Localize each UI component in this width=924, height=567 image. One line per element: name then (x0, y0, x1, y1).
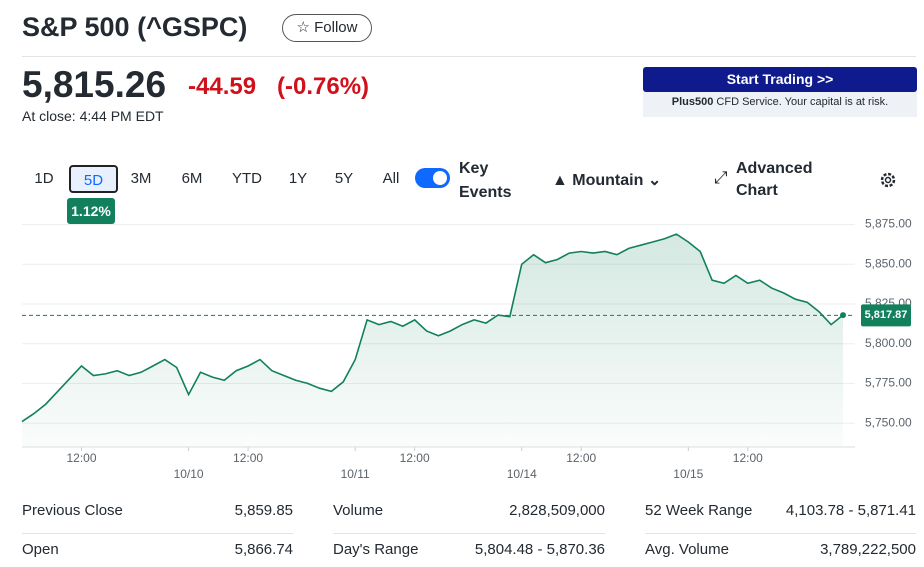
stat-label: Day's Range (333, 541, 419, 558)
row-separator (333, 533, 605, 534)
range-button[interactable]: 5Y (334, 170, 354, 187)
change-percent: (-0.76%) (277, 73, 370, 100)
range-button[interactable]: 1Y (288, 170, 308, 187)
stat-value: 3,789,222,500 (820, 541, 916, 558)
price: 5,815.26 (22, 64, 167, 105)
key-events-label[interactable]: Key Events (459, 160, 512, 201)
range-badge: 1.12% (67, 198, 115, 224)
ad-button[interactable]: Start Trading >> (643, 67, 917, 92)
follow-button[interactable]: ☆ Follow (282, 14, 372, 42)
x-tick-label: 10/11 (341, 467, 370, 481)
last-price-box (861, 304, 911, 327)
stat-value: 5,804.48 - 5,870.36 (474, 541, 605, 558)
close-note: At close: 4:44 PM EDT (22, 108, 164, 124)
x-tick-label: 10/15 (673, 467, 703, 481)
y-tick-label: 5,875.00 (865, 217, 912, 231)
line (21, 233, 844, 423)
follow-label[interactable]: Follow (314, 19, 358, 36)
stat-value: 4,103.78 - 5,871.41 (785, 502, 916, 519)
x-tick-label: 10/14 (507, 467, 537, 481)
last-price-label: 5,817.87 (865, 309, 908, 321)
x-tick-label: 12:00 (233, 451, 263, 465)
stat-label: Open (22, 541, 59, 558)
stat-value: 2,828,509,000 (509, 502, 605, 519)
x-tick-label: 12:00 (66, 451, 96, 465)
range-button[interactable]: 1D (34, 170, 54, 187)
area (22, 234, 843, 447)
advanced-chart[interactable]: Advanced Chart (736, 160, 813, 199)
title: S&P 500 (^GSPC) (22, 12, 248, 42)
chart-type[interactable]: ▲ Mountain ⌄ (552, 172, 662, 189)
ad-text: CFD Service. Your capital is at risk. (716, 96, 889, 108)
stat-label: Previous Close (22, 502, 123, 519)
stat-value: 5,859.85 (234, 502, 293, 519)
row-separator (22, 533, 293, 534)
x-tick-label: 12:00 (566, 451, 596, 465)
x-tick-label: 12:00 (400, 451, 430, 465)
divider (22, 56, 916, 57)
stat-value: 5,866.74 (234, 541, 293, 558)
expand-icon[interactable]: ⤢ (714, 168, 728, 187)
stat-label: Avg. Volume (645, 541, 729, 558)
x-tick-label: 12:00 (733, 451, 763, 465)
x-tick-label: 10/10 (174, 467, 204, 481)
ad: Start Trading >> Plus500 CFD Service. Yo… (643, 67, 917, 117)
stat-label: Volume (333, 502, 384, 519)
y-tick-label: 5,850.00 (865, 256, 912, 270)
range-button[interactable]: YTD (232, 170, 262, 187)
range-button[interactable]: All (382, 170, 400, 187)
range-button[interactable]: 3M (130, 170, 152, 187)
toggle-knob (433, 171, 447, 185)
ad-brand: Plus500 (671, 96, 714, 108)
chart-type-label[interactable]: Mountain (572, 172, 644, 189)
stat-label: 52 Week Range (645, 502, 753, 519)
range-button[interactable]: 6M (181, 170, 203, 187)
y-tick-label: 5,775.00 (865, 376, 912, 390)
y-tick-label: 5,750.00 (865, 415, 912, 429)
last-point (840, 312, 846, 319)
y-tick-label: 5,800.00 (865, 336, 912, 350)
key-events-toggle[interactable] (415, 168, 450, 188)
row-separator (645, 533, 916, 534)
change: -44.59 (188, 73, 257, 100)
settings-icon[interactable] (878, 170, 898, 190)
ad-note: Plus500 CFD Service. Your capital is at … (643, 96, 917, 108)
chart: 5,750.005,775.005,800.005,825.005,850.00… (21, 217, 912, 481)
range-button[interactable]: 5D (69, 165, 118, 193)
